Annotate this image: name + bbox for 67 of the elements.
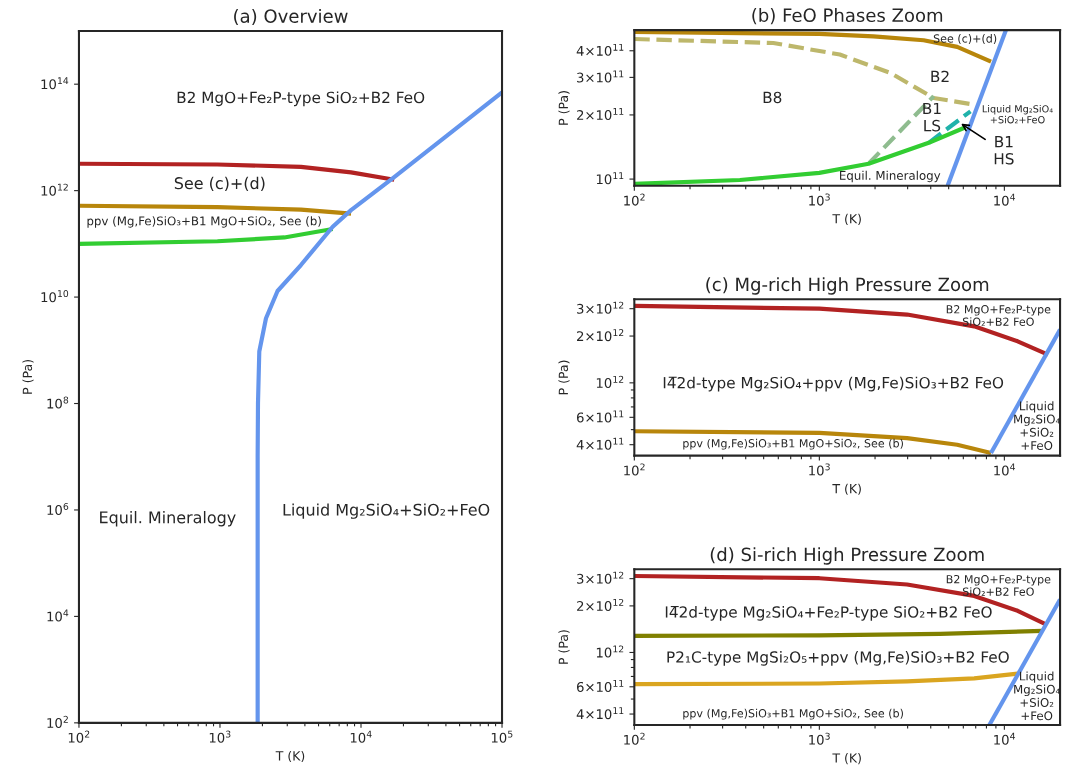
y-tick-label: 2×10$^{11}$ bbox=[577, 108, 624, 121]
x-tick-label: 10$^{2}$ bbox=[624, 463, 645, 476]
y-tick-label: 2×10$^{12}$ bbox=[577, 598, 624, 611]
x-tick-label: 10$^{4}$ bbox=[994, 193, 1016, 206]
y-tick-label: 3×10$^{12}$ bbox=[577, 301, 624, 314]
annotation: Liquid Mg₂SiO₄ +SiO₂ +FeO bbox=[1014, 671, 1060, 721]
x-tick-label: 10$^{2}$ bbox=[624, 193, 645, 206]
y-tick-label: 10$^{11}$ bbox=[596, 172, 624, 185]
y-tick-label: 10$^{12}$ bbox=[41, 183, 68, 196]
y-tick-label: 10$^{8}$ bbox=[47, 396, 69, 409]
y-tick-label: 3×10$^{12}$ bbox=[577, 571, 624, 584]
y-axis-title: P (Pa) bbox=[558, 360, 570, 395]
x-tick-label: 10$^{4}$ bbox=[994, 732, 1016, 745]
y-tick-label: 10$^{10}$ bbox=[41, 290, 69, 303]
annotation: B2 MgO+Fe₂P-type SiO₂+B2 FeO bbox=[946, 574, 1051, 596]
y-tick-label: 4×10$^{11}$ bbox=[576, 707, 624, 720]
y-tick-label: 10$^{6}$ bbox=[47, 502, 69, 516]
annotation: B1 HS bbox=[994, 136, 1014, 165]
annotation: ppv (Mg,Fe)SiO₃+B1 MgO+SiO₂, See (b) bbox=[683, 438, 903, 450]
y-tick-label: 10$^{4}$ bbox=[47, 609, 69, 622]
x-tick-label: 10$^{3}$ bbox=[209, 730, 231, 743]
annotation: B2 MgO+Fe₂P-type SiO₂+B2 FeO bbox=[177, 91, 425, 107]
annotation: B2 bbox=[931, 70, 949, 82]
x-tick-label: 10$^{3}$ bbox=[809, 193, 830, 206]
chart-title: (d) Si-rich High Pressure Zoom bbox=[710, 547, 984, 565]
annotation: Liquid Mg₂SiO₄+SiO₂+FeO bbox=[283, 503, 490, 519]
y-tick-label: 10$^{14}$ bbox=[41, 77, 69, 90]
annotation: See (c)+(d) bbox=[174, 176, 265, 192]
chart-title: (c) Mg-rich High Pressure Zoom bbox=[706, 277, 989, 295]
annotation: ppv (Mg,Fe)SiO₃+B1 MgO+SiO₂, See (b) bbox=[683, 708, 903, 720]
y-tick-label: 6×10$^{11}$ bbox=[576, 410, 624, 423]
annotation: Liquid Mg₂SiO₄ +SiO₂ +FeO bbox=[1014, 401, 1060, 450]
y-tick-label: 6×10$^{11}$ bbox=[576, 679, 624, 692]
y-tick-label: 3×10$^{11}$ bbox=[577, 70, 624, 83]
y-axis-title: P (Pa) bbox=[558, 630, 570, 664]
y-axis-title: P (Pa) bbox=[558, 91, 570, 125]
x-tick-label: 10$^{4}$ bbox=[350, 730, 372, 743]
x-axis-title: T (K) bbox=[832, 213, 861, 225]
annotation: B2 MgO+Fe₂P-type SiO₂+B2 FeO bbox=[946, 305, 1051, 326]
chart-title: (a) Overview bbox=[234, 8, 348, 26]
y-tick-label: 2×10$^{12}$ bbox=[577, 329, 624, 342]
y-tick-label: 10$^{12}$ bbox=[596, 375, 624, 388]
annotation: Equil. Mineralogy bbox=[840, 170, 941, 183]
annotation: Equil. Mineralogy bbox=[100, 511, 236, 527]
y-tick-label: 10$^{12}$ bbox=[596, 645, 624, 658]
x-axis-title: T (K) bbox=[275, 750, 305, 763]
annotation: B1 LS bbox=[923, 102, 941, 132]
annotation: Liquid Mg₂SiO₄ +SiO₂+FeO bbox=[982, 104, 1053, 124]
x-tick-label: 10$^{3}$ bbox=[809, 732, 830, 745]
x-axis-title: T (K) bbox=[832, 483, 861, 495]
annotation: I4̅2d-type Mg₂SiO₄+ppv (Mg,Fe)SiO₃+B2 FeO bbox=[663, 376, 1004, 392]
annotation: See (c)+(d) bbox=[933, 34, 997, 44]
annotation: I4̅2d-type Mg₂SiO₄+Fe₂P-type SiO₂+B2 FeO bbox=[665, 605, 992, 621]
x-tick-label: 10$^{2}$ bbox=[68, 730, 90, 743]
y-tick-label: 4×10$^{11}$ bbox=[576, 43, 624, 56]
annotation: B8 bbox=[763, 91, 782, 104]
chart-title: (b) FeO Phases Zoom bbox=[752, 8, 943, 25]
y-tick-label: 10$^{2}$ bbox=[47, 715, 68, 728]
x-tick-label: 10$^{3}$ bbox=[809, 463, 830, 476]
x-tick-label: 10$^{4}$ bbox=[994, 463, 1016, 476]
annotation: ppv (Mg,Fe)SiO₃+B1 MgO+SiO₂, See (b) bbox=[87, 216, 321, 228]
y-axis-title: P (Pa) bbox=[22, 360, 34, 394]
x-tick-label: 10$^{2}$ bbox=[624, 732, 645, 745]
annotation: P2₁C-type MgSi₂O₅+ppv (Mg,Fe)SiO₃+B2 FeO bbox=[667, 650, 1009, 666]
x-tick-label: 10$^{5}$ bbox=[491, 730, 513, 743]
y-tick-label: 4×10$^{11}$ bbox=[576, 437, 624, 450]
x-axis-title: T (K) bbox=[832, 753, 861, 765]
